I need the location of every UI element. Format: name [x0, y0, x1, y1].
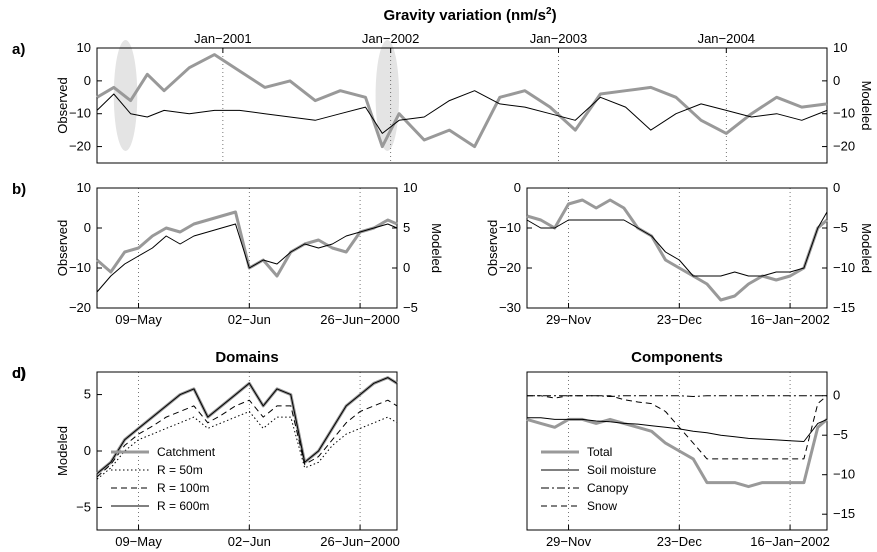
y-tick-label: 0 — [84, 73, 91, 88]
panel-b_right: −30 −20 −10 0 −15 −10 −5 0 29−Nov 23−Dec 16−Jan−20… — [485, 180, 874, 327]
legend-label: R = 600m — [157, 499, 209, 513]
y-tick-label: −10 — [69, 260, 91, 275]
y-tick-label-right: 0 — [403, 260, 410, 275]
legend-label: Catchment — [157, 445, 216, 459]
series-line-soil-moisture — [527, 417, 828, 442]
top-tick-label: Jan−2003 — [530, 31, 587, 46]
y-tick-label-right: −10 — [833, 260, 855, 275]
axes-frame — [96, 187, 398, 309]
x-tick-label: 26−Jun−2000 — [320, 312, 400, 327]
y-tick-label: −5 — [76, 499, 91, 514]
panel-title: Components — [631, 349, 723, 366]
y-axis-label-right: Modeled — [859, 81, 874, 131]
axes-frame — [526, 187, 828, 309]
y-tick-label: −20 — [69, 300, 91, 315]
series-line-modeled — [96, 90, 828, 134]
y-tick-label-right: −5 — [833, 427, 848, 442]
y-tick-label: 10 — [77, 40, 91, 55]
y-tick-label-right: 0 — [833, 388, 840, 403]
legend-label: Snow — [587, 499, 617, 513]
top-tick-label: Jan−2004 — [698, 31, 755, 46]
x-tick-label: 23−Dec — [657, 534, 703, 549]
legend-label: Canopy — [587, 481, 628, 495]
y-tick-label-right: −10 — [833, 106, 855, 121]
y-tick-label: −10 — [499, 220, 521, 235]
y-tick-label-right: −5 — [833, 220, 848, 235]
series-line-r-100m — [96, 399, 398, 478]
panel-c: −5 0 5 09−May 02−Jun 26−Jun−2000 Modeled c) Doma… — [12, 349, 400, 549]
legend-label: Total — [587, 445, 612, 459]
x-tick-label: 16−Jan−2002 — [750, 312, 830, 327]
top-tick-label: Jan−2001 — [194, 31, 251, 46]
y-tick-label: 0 — [84, 220, 91, 235]
y-tick-label-right: 0 — [833, 180, 840, 195]
y-tick-label: −10 — [69, 106, 91, 121]
y-tick-label: −20 — [69, 139, 91, 154]
top-tick-label: Jan−2002 — [362, 31, 419, 46]
x-tick-label: 23−Dec — [657, 312, 703, 327]
y-axis-label: Observed — [55, 220, 70, 276]
y-axis-label: Observed — [485, 220, 500, 276]
y-tick-label-right: 10 — [403, 180, 417, 195]
y-tick-label-right: 0 — [833, 73, 840, 88]
x-tick-label: 02−Jun — [228, 312, 271, 327]
y-axis-label-right: Modeled — [859, 223, 874, 273]
series-line-r-50m — [96, 411, 398, 480]
y-tick-label: 0 — [514, 180, 521, 195]
y-tick-label: −20 — [499, 260, 521, 275]
y-tick-label-right: 5 — [403, 220, 410, 235]
y-axis-label-right: Modeled — [429, 223, 444, 273]
y-tick-label-right: −20 — [833, 139, 855, 154]
series-line-modeled — [96, 223, 398, 293]
y-tick-label-right: −10 — [833, 467, 855, 482]
series-line-observed — [96, 53, 828, 149]
series-line-observed — [526, 198, 828, 302]
axes-frame — [526, 371, 828, 531]
series-line-r-600m — [96, 377, 398, 474]
panel-label: c) — [12, 365, 25, 382]
figure-title-superscript: 2 — [546, 6, 552, 17]
x-tick-label: 29−Nov — [546, 312, 592, 327]
y-tick-label-right: −5 — [403, 300, 418, 315]
y-tick-label-right: −15 — [833, 506, 855, 521]
figure-title-close: ) — [552, 7, 557, 24]
series-line-observed — [96, 210, 398, 278]
panel-b_left: −20 −10 0 10 −5 0 5 10 09−May 02−Jun 26−Jun−2000 Ob… — [12, 180, 444, 327]
panel-a: −20 −10 0 10 −20 −10 0 10 Jan−2001 Jan−2002 Jan−20… — [12, 31, 874, 164]
y-tick-label-right: 10 — [833, 40, 847, 55]
y-tick-label: 10 — [77, 180, 91, 195]
panel-label: d) — [12, 365, 26, 382]
panel-title: Domains — [215, 349, 278, 366]
y-axis-label: Modeled — [55, 426, 70, 476]
x-tick-label: 09−May — [115, 312, 162, 327]
y-axis-label: Observed — [55, 77, 70, 133]
x-tick-label: 02−Jun — [228, 534, 271, 549]
y-tick-label: 5 — [84, 387, 91, 402]
axes-frame — [96, 47, 828, 164]
figure-title: Gravity variation (nm/s2) — [383, 6, 556, 24]
panel-label: a) — [12, 41, 25, 58]
panel-d: −15 −10 −5 0 29−Nov 23−Dec 16−Jan−2002 d) Compon… — [12, 349, 855, 549]
y-tick-label: −30 — [499, 300, 521, 315]
series-line-snow — [527, 395, 828, 460]
x-tick-label: 26−Jun−2000 — [320, 534, 400, 549]
x-tick-label: 29−Nov — [546, 534, 592, 549]
x-tick-label: 09−May — [115, 534, 162, 549]
legend-label: Soil moisture — [587, 463, 657, 477]
y-tick-label: 0 — [84, 443, 91, 458]
legend-label: R = 100m — [157, 481, 209, 495]
y-tick-label-right: −15 — [833, 300, 855, 315]
series-line-modeled — [526, 211, 828, 277]
legend-label: R = 50m — [157, 463, 203, 477]
panel-label: b) — [12, 181, 26, 198]
x-tick-label: 16−Jan−2002 — [750, 534, 830, 549]
